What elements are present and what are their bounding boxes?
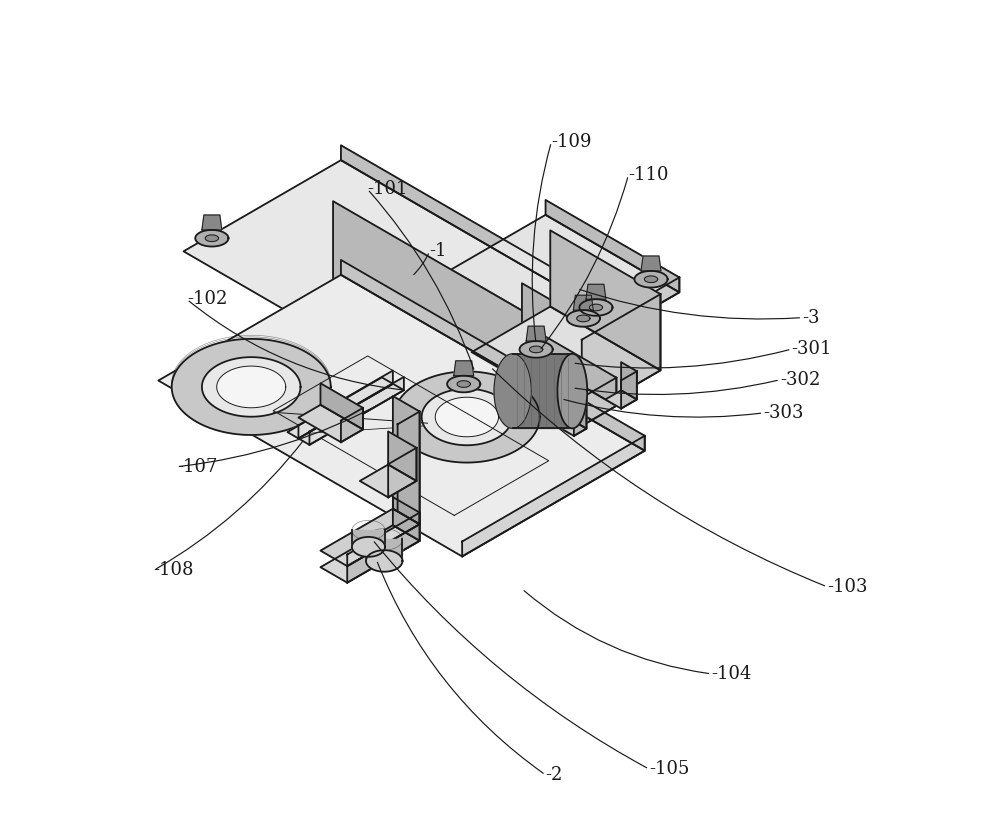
Polygon shape bbox=[217, 366, 286, 408]
Polygon shape bbox=[546, 200, 679, 293]
Polygon shape bbox=[462, 436, 645, 556]
Polygon shape bbox=[341, 145, 624, 324]
Polygon shape bbox=[546, 337, 616, 406]
Polygon shape bbox=[498, 413, 569, 454]
Polygon shape bbox=[341, 260, 645, 450]
Polygon shape bbox=[422, 389, 512, 445]
Polygon shape bbox=[347, 525, 420, 583]
Polygon shape bbox=[309, 377, 404, 445]
Polygon shape bbox=[309, 380, 462, 469]
Polygon shape bbox=[352, 537, 385, 557]
Text: -3: -3 bbox=[802, 309, 820, 327]
Text: -1: -1 bbox=[430, 243, 447, 260]
Polygon shape bbox=[158, 275, 645, 556]
Polygon shape bbox=[457, 380, 470, 387]
Polygon shape bbox=[498, 364, 616, 433]
Text: -103: -103 bbox=[827, 578, 868, 595]
Polygon shape bbox=[435, 324, 546, 502]
Polygon shape bbox=[605, 390, 637, 409]
Polygon shape bbox=[529, 346, 543, 353]
Polygon shape bbox=[577, 315, 590, 322]
Polygon shape bbox=[468, 387, 506, 408]
Polygon shape bbox=[333, 201, 546, 439]
Polygon shape bbox=[347, 513, 420, 566]
Polygon shape bbox=[558, 420, 586, 436]
Text: -107: -107 bbox=[177, 458, 217, 475]
Polygon shape bbox=[574, 400, 586, 436]
Text: -105: -105 bbox=[649, 760, 689, 778]
Polygon shape bbox=[360, 465, 416, 497]
Polygon shape bbox=[585, 278, 679, 347]
Polygon shape bbox=[344, 304, 462, 449]
Polygon shape bbox=[333, 359, 456, 430]
Text: -109: -109 bbox=[551, 133, 592, 151]
Polygon shape bbox=[589, 304, 603, 311]
Polygon shape bbox=[550, 230, 660, 370]
Polygon shape bbox=[644, 276, 658, 283]
Polygon shape bbox=[388, 431, 416, 481]
Polygon shape bbox=[320, 509, 420, 566]
Polygon shape bbox=[393, 497, 420, 525]
Text: -104: -104 bbox=[711, 665, 752, 683]
Polygon shape bbox=[435, 397, 499, 437]
Polygon shape bbox=[428, 376, 456, 430]
Polygon shape bbox=[195, 230, 228, 247]
Polygon shape bbox=[447, 376, 480, 392]
Polygon shape bbox=[520, 341, 553, 358]
Polygon shape bbox=[341, 408, 363, 442]
Polygon shape bbox=[223, 315, 546, 502]
Text: -110: -110 bbox=[628, 166, 669, 184]
Polygon shape bbox=[454, 361, 474, 376]
Polygon shape bbox=[586, 284, 606, 299]
Polygon shape bbox=[366, 550, 402, 572]
Polygon shape bbox=[494, 354, 531, 429]
Text: -102: -102 bbox=[187, 290, 227, 309]
Polygon shape bbox=[513, 354, 572, 429]
Polygon shape bbox=[205, 235, 218, 242]
Polygon shape bbox=[172, 339, 331, 435]
Polygon shape bbox=[634, 271, 668, 288]
Polygon shape bbox=[366, 540, 402, 561]
Polygon shape bbox=[371, 525, 420, 554]
Polygon shape bbox=[320, 384, 363, 430]
Polygon shape bbox=[557, 354, 587, 429]
Polygon shape bbox=[571, 391, 586, 429]
Polygon shape bbox=[393, 509, 420, 540]
Polygon shape bbox=[579, 299, 613, 316]
Polygon shape bbox=[472, 307, 660, 416]
Text: -303: -303 bbox=[763, 404, 804, 422]
Polygon shape bbox=[428, 373, 462, 469]
Polygon shape bbox=[582, 294, 660, 416]
Polygon shape bbox=[451, 215, 679, 347]
Polygon shape bbox=[393, 396, 420, 540]
Polygon shape bbox=[202, 357, 301, 417]
Polygon shape bbox=[526, 326, 546, 341]
Polygon shape bbox=[573, 295, 593, 310]
Polygon shape bbox=[394, 371, 540, 463]
Polygon shape bbox=[641, 256, 661, 271]
Polygon shape bbox=[320, 525, 420, 583]
Polygon shape bbox=[546, 310, 569, 454]
Polygon shape bbox=[522, 284, 569, 440]
Polygon shape bbox=[184, 160, 624, 415]
Polygon shape bbox=[567, 310, 600, 327]
Text: -302: -302 bbox=[780, 371, 820, 389]
Text: -101: -101 bbox=[367, 180, 408, 198]
Polygon shape bbox=[467, 309, 624, 415]
Text: -301: -301 bbox=[792, 340, 832, 358]
Polygon shape bbox=[287, 378, 393, 439]
Polygon shape bbox=[621, 371, 637, 409]
Polygon shape bbox=[569, 378, 616, 433]
Polygon shape bbox=[621, 362, 637, 399]
Polygon shape bbox=[202, 215, 222, 230]
Polygon shape bbox=[352, 530, 385, 547]
Polygon shape bbox=[361, 321, 456, 414]
Polygon shape bbox=[398, 411, 420, 554]
Polygon shape bbox=[298, 384, 404, 445]
Polygon shape bbox=[298, 404, 363, 442]
Text: -108: -108 bbox=[154, 561, 194, 580]
Polygon shape bbox=[298, 370, 393, 439]
Text: -2: -2 bbox=[546, 766, 563, 784]
Polygon shape bbox=[388, 448, 416, 497]
